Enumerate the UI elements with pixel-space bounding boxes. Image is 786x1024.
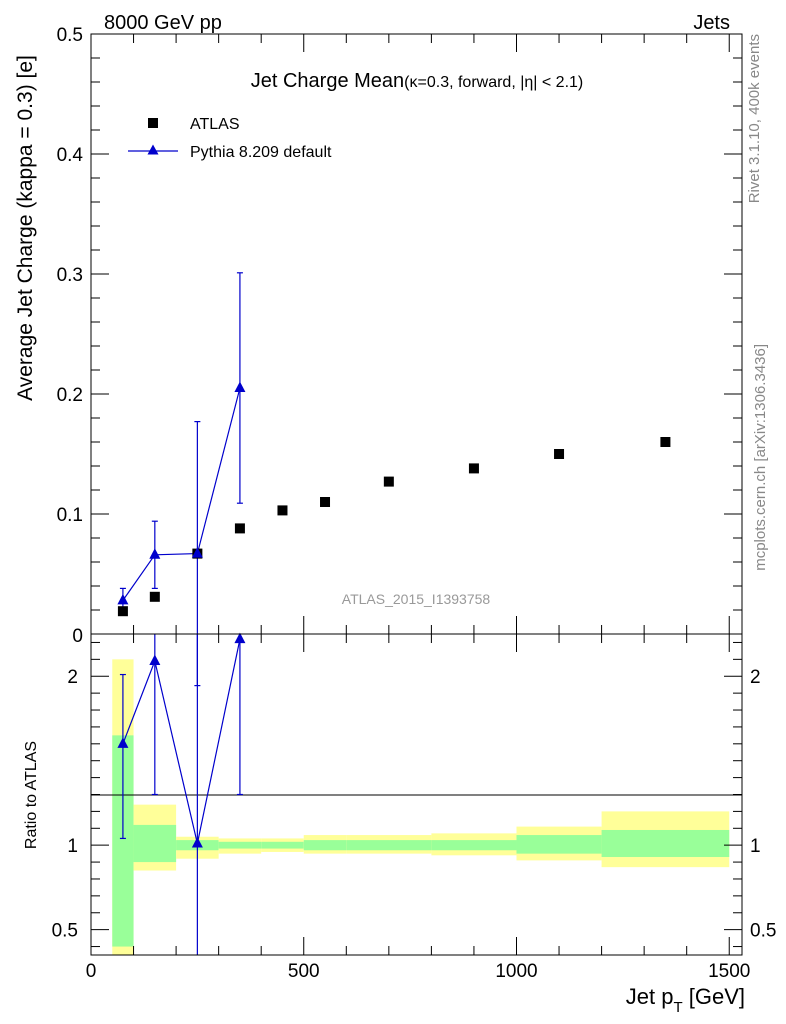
main-plot-ticks: 0.1 0.2 0.3 0.4 0.5 0 — [57, 25, 742, 647]
data-point — [554, 449, 565, 459]
data-point — [383, 476, 394, 487]
y-tick-label: 0 — [72, 626, 83, 647]
ratio-y-tick-label: 1 — [750, 836, 761, 857]
y-axis-label: Average Jet Charge (kappa = 0.3) [e] — [14, 55, 37, 401]
data-point — [468, 463, 479, 474]
data-point — [234, 523, 245, 534]
ratio-plot-marks — [117, 632, 246, 955]
mc-point — [117, 593, 129, 605]
ratio-plot-frame — [90, 633, 743, 956]
analysis-watermark: ATLAS_2015_I1393758 — [342, 591, 491, 607]
ratio-mc-line — [122, 638, 241, 844]
ratio-y-tick-label: 0.5 — [52, 921, 78, 942]
x-tick-label: 0 — [86, 961, 97, 982]
mc-point — [234, 381, 246, 392]
ratio-bands — [112, 659, 730, 955]
ratio-band-inner — [112, 735, 134, 947]
chart-subtitle: (κ=0.3, forward, |η| < 2.1) — [404, 74, 583, 91]
main-plot-marks — [117, 272, 671, 687]
ratio-y-tick-label: 2 — [67, 667, 78, 688]
legend-data-label: ATLAS — [190, 116, 240, 133]
data-point — [660, 437, 671, 447]
main-plot-frame — [90, 33, 743, 635]
data-point — [277, 505, 288, 516]
y-tick-label: 0.5 — [57, 25, 83, 46]
y-tick-label: 0.4 — [57, 145, 84, 166]
mc-series-line — [122, 387, 241, 601]
ratio-mc-point — [234, 632, 246, 644]
mcplots-source-label: mcplots.cern.ch [arXiv:1306.3436] — [752, 344, 769, 571]
ratio-band-inner — [516, 835, 602, 854]
x-tick-label: 1500 — [708, 961, 750, 982]
y-tick-label: 0.3 — [57, 265, 83, 286]
ratio-band-inner — [218, 841, 262, 849]
mc-point — [191, 547, 203, 558]
chart-title: Jet Charge Mean(κ=0.3, forward, |η| < 2.… — [251, 70, 583, 92]
ratio-mc-point — [191, 836, 203, 848]
ratio-band-inner — [261, 841, 304, 849]
mc-point — [149, 548, 161, 559]
ratio-band-inner — [431, 840, 517, 851]
rivet-version-label: Rivet 3.1.10, 400k events — [746, 34, 763, 203]
ratio-y-tick-label: 1 — [67, 836, 78, 857]
data-point — [149, 591, 160, 602]
ratio-mc-point — [117, 737, 129, 748]
y-tick-label: 0.2 — [57, 385, 83, 406]
x-tick-label: 500 — [288, 961, 320, 982]
y-tick-label: 0.1 — [57, 505, 83, 526]
ratio-y-tick-label: 0.5 — [750, 921, 776, 942]
legend-mc-marker — [147, 144, 159, 155]
ratio-y-axis-label: Ratio to ATLAS — [23, 741, 40, 849]
ratio-band-inner — [133, 824, 177, 863]
legend: ATLAS Pythia 8.209 default — [128, 116, 332, 161]
ratio-band-inner — [601, 829, 730, 858]
ratio-band-inner — [303, 840, 347, 851]
ratio-mc-point — [149, 654, 161, 666]
header-process-label: Jets — [693, 12, 730, 34]
data-point — [117, 606, 128, 617]
legend-mc-label: Pythia 8.209 default — [190, 144, 332, 161]
ratio-band-inner — [346, 840, 432, 851]
x-axis-label: Jet pT [GeV] — [626, 984, 745, 1016]
data-point — [320, 497, 331, 507]
main-plot: 0.1 0.2 0.3 0.4 0.5 0 Jet Charge Mean(κ=0.3, … — [57, 25, 743, 687]
ratio-y-tick-label: 2 — [750, 667, 761, 688]
header-energy-label: 8000 GeV pp — [104, 12, 222, 34]
legend-data-marker — [148, 118, 158, 128]
x-tick-label: 1000 — [495, 961, 537, 982]
